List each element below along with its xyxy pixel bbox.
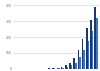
Bar (69, 62, 71, 69)
Bar (90, 20, 92, 69)
Bar (48, 68, 50, 69)
Bar (78, 50, 79, 69)
Bar (66, 67, 68, 69)
Bar (88, 41, 89, 69)
Bar (58, 68, 60, 69)
Bar (86, 28, 88, 69)
Bar (83, 50, 85, 69)
Bar (92, 31, 93, 69)
Bar (96, 18, 98, 69)
Bar (71, 65, 72, 69)
Bar (65, 65, 66, 69)
Bar (82, 39, 83, 69)
Bar (56, 68, 58, 69)
Bar (75, 62, 77, 69)
Bar (79, 57, 81, 69)
Bar (54, 68, 56, 69)
Bar (94, 7, 96, 69)
Bar (73, 58, 75, 69)
Bar (52, 68, 54, 69)
Bar (62, 68, 64, 69)
Bar (61, 67, 62, 69)
